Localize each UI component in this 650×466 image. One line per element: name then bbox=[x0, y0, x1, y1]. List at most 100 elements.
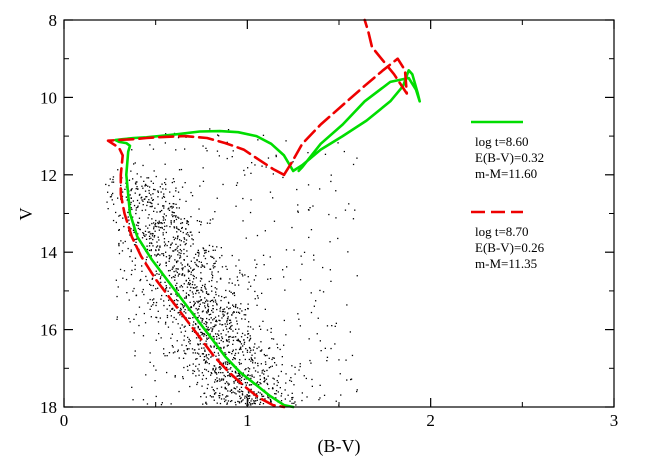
star-point bbox=[228, 363, 231, 365]
star-point bbox=[196, 309, 199, 311]
star-point bbox=[175, 284, 177, 287]
star-point bbox=[275, 155, 277, 158]
star-point bbox=[154, 254, 156, 256]
star-point bbox=[176, 247, 178, 249]
star-point bbox=[239, 397, 241, 400]
star-point bbox=[213, 346, 215, 348]
star-point bbox=[136, 173, 138, 175]
star-point bbox=[153, 210, 155, 212]
star-point bbox=[178, 217, 180, 219]
star-point bbox=[205, 335, 208, 337]
star-point bbox=[149, 205, 151, 208]
star-point bbox=[220, 339, 222, 342]
star-point bbox=[301, 263, 303, 265]
star-point bbox=[180, 331, 182, 333]
star-point bbox=[227, 129, 230, 131]
star-point bbox=[187, 264, 189, 266]
star-point bbox=[256, 393, 258, 395]
star-point bbox=[216, 336, 218, 338]
star-point bbox=[227, 362, 229, 364]
star-point bbox=[297, 211, 299, 213]
star-point bbox=[250, 285, 252, 287]
star-point bbox=[122, 191, 124, 193]
star-point bbox=[202, 343, 205, 345]
star-point bbox=[177, 254, 179, 256]
star-point bbox=[220, 386, 223, 388]
star-point bbox=[192, 363, 194, 365]
star-point bbox=[337, 237, 339, 240]
star-point bbox=[180, 307, 182, 310]
star-point bbox=[319, 384, 321, 386]
star-point bbox=[118, 229, 120, 231]
star-point bbox=[179, 256, 182, 258]
star-point bbox=[344, 209, 347, 211]
star-point bbox=[235, 348, 237, 351]
star-point bbox=[210, 317, 212, 319]
star-point bbox=[203, 347, 205, 349]
star-point bbox=[238, 378, 240, 380]
star-point bbox=[216, 303, 218, 305]
star-point bbox=[165, 231, 167, 234]
star-point bbox=[179, 244, 182, 246]
star-point bbox=[212, 311, 214, 313]
star-point bbox=[213, 351, 216, 354]
star-point bbox=[119, 268, 122, 271]
star-point bbox=[212, 335, 214, 338]
star-point bbox=[238, 401, 240, 403]
star-point bbox=[157, 190, 159, 192]
star-point bbox=[172, 346, 174, 348]
star-point bbox=[247, 325, 249, 328]
star-point bbox=[209, 219, 212, 221]
star-point bbox=[169, 206, 172, 208]
star-point bbox=[177, 289, 179, 291]
star-point bbox=[216, 338, 218, 340]
star-point bbox=[188, 270, 190, 272]
star-point bbox=[183, 259, 185, 261]
star-point bbox=[172, 250, 174, 252]
star-point bbox=[239, 347, 241, 349]
star-point bbox=[223, 346, 225, 348]
star-point bbox=[145, 238, 148, 240]
star-point bbox=[194, 261, 196, 264]
star-point bbox=[175, 226, 178, 228]
star-point bbox=[291, 398, 293, 400]
star-point bbox=[213, 393, 216, 395]
star-point bbox=[159, 245, 161, 247]
star-point bbox=[172, 352, 175, 354]
star-point bbox=[212, 389, 214, 391]
star-point bbox=[160, 404, 163, 406]
star-point bbox=[189, 340, 191, 342]
star-point bbox=[173, 220, 175, 222]
star-point bbox=[251, 374, 253, 376]
star-point bbox=[175, 260, 178, 263]
star-point bbox=[212, 256, 214, 258]
star-point bbox=[262, 134, 265, 136]
star-point bbox=[204, 333, 206, 336]
star-point bbox=[194, 327, 196, 329]
star-point bbox=[198, 305, 200, 307]
star-point bbox=[187, 294, 190, 296]
star-point bbox=[198, 308, 200, 310]
star-point bbox=[160, 298, 162, 300]
star-point bbox=[210, 299, 213, 302]
star-point bbox=[244, 318, 246, 320]
star-point bbox=[220, 333, 222, 335]
star-point bbox=[177, 216, 179, 218]
star-point bbox=[197, 265, 199, 268]
star-point bbox=[251, 354, 253, 356]
star-point bbox=[283, 319, 285, 322]
star-point bbox=[324, 347, 326, 349]
star-point bbox=[177, 268, 179, 270]
star-point bbox=[218, 354, 220, 356]
star-point bbox=[299, 279, 302, 281]
star-point bbox=[256, 382, 258, 384]
star-point bbox=[240, 346, 242, 348]
star-point bbox=[211, 271, 213, 273]
legend-text: m-M=11.60 bbox=[475, 166, 537, 181]
star-point bbox=[248, 321, 250, 323]
star-point bbox=[152, 182, 154, 184]
star-point bbox=[196, 220, 198, 222]
star-point bbox=[203, 255, 205, 257]
star-point bbox=[225, 388, 228, 390]
star-point bbox=[131, 208, 133, 211]
